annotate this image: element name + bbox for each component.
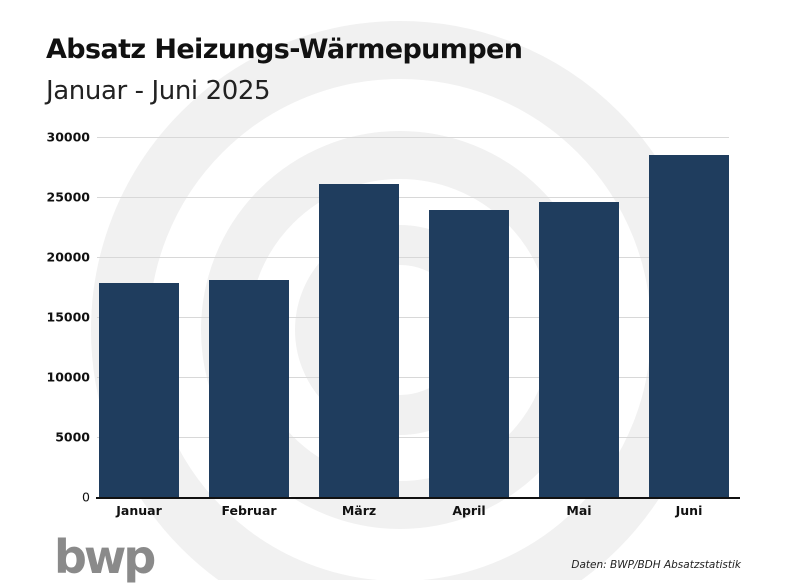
x-axis-tick-label: Februar <box>221 503 277 518</box>
y-axis-tick-label: 15000 <box>46 309 91 325</box>
y-axis-tick-label: 0 <box>82 489 90 505</box>
gridline <box>97 317 729 318</box>
x-axis-tick-label: Mai <box>566 503 592 518</box>
chart-title: Absatz Heizungs-Wärmepumpen <box>46 34 523 65</box>
bwp-logo: bwp <box>54 530 156 584</box>
gridline <box>97 137 729 138</box>
y-axis-tick-label: 25000 <box>46 189 91 205</box>
bar-märz <box>319 184 399 497</box>
x-axis-tick-label: April <box>452 503 486 518</box>
chart-subtitle: Januar - Juni 2025 <box>46 76 271 106</box>
gridline <box>97 437 729 438</box>
bar-mai <box>539 202 619 497</box>
bar-februar <box>209 280 289 497</box>
source-note: Daten: BWP/BDH Absatzstatistik <box>571 559 741 571</box>
x-axis-tick-label: März <box>341 503 377 518</box>
y-axis-tick-label: 30000 <box>46 129 91 145</box>
x-axis-tick-label: Januar <box>116 503 162 518</box>
y-axis-tick-label: 10000 <box>46 369 91 385</box>
bar-april <box>429 210 509 497</box>
gridline <box>97 197 729 198</box>
bar-juni <box>649 155 729 497</box>
bar-januar <box>99 283 179 497</box>
gridline <box>97 377 729 378</box>
y-axis-tick-label: 5000 <box>55 429 90 445</box>
x-axis-line <box>96 497 740 499</box>
gridline <box>97 257 729 258</box>
y-axis-tick-label: 20000 <box>46 249 91 265</box>
x-axis-tick-label: Juni <box>675 503 703 518</box>
